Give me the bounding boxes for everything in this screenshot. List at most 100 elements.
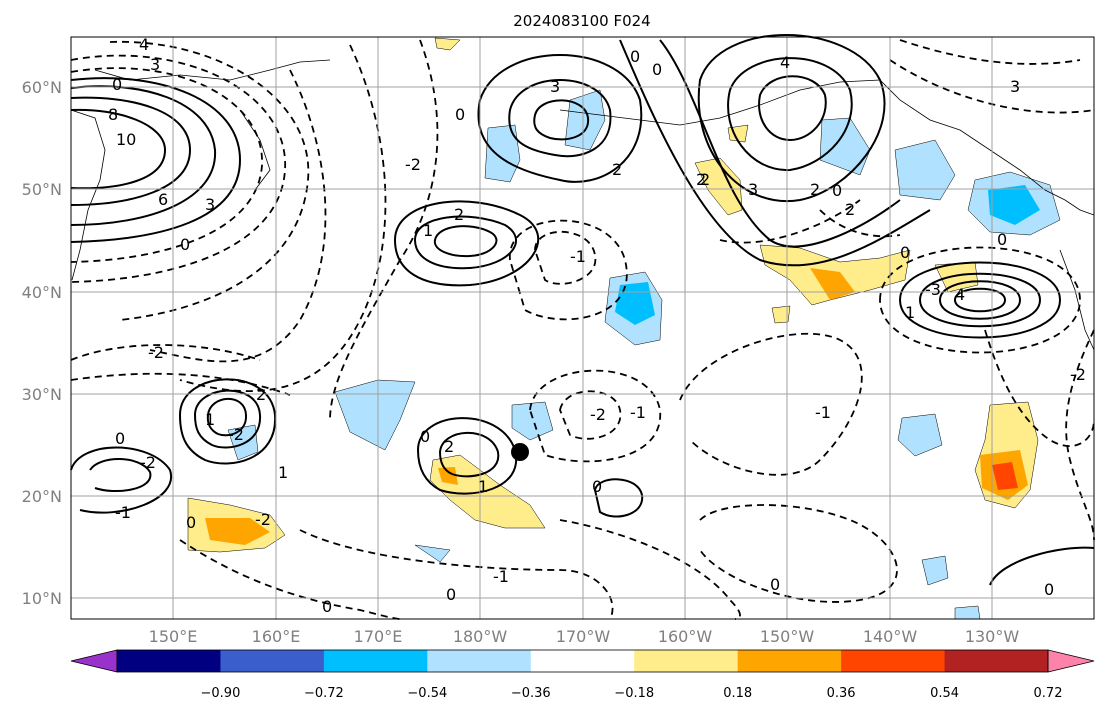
colorbar-tick-label: −0.72 xyxy=(304,686,344,701)
shaded-region xyxy=(819,117,871,176)
contour-line xyxy=(984,329,1095,447)
shaded-region xyxy=(954,605,981,620)
colorbar-tick-label: −0.18 xyxy=(614,686,654,701)
contour-label: 0 xyxy=(186,513,196,532)
shaded-region xyxy=(438,467,458,485)
contour-line xyxy=(179,44,387,392)
colorbar-cell xyxy=(323,650,428,672)
contour-line xyxy=(889,59,1095,114)
contour-label: -1 xyxy=(115,503,131,522)
contour-line xyxy=(206,397,248,437)
shaded-region xyxy=(564,89,606,151)
contour-label: 3 xyxy=(205,195,215,214)
contour-line xyxy=(533,99,590,141)
contour-line xyxy=(727,57,853,172)
shaded-region xyxy=(992,462,1018,490)
lon-label: 150°E xyxy=(149,627,198,646)
contour-label: 3 xyxy=(1010,77,1020,96)
graticule xyxy=(71,37,1094,619)
contour-line xyxy=(70,54,286,283)
contour-label: 0 xyxy=(592,477,602,496)
contour-label: -1 xyxy=(815,403,831,422)
contour-label: 1 xyxy=(278,463,288,482)
contour-line xyxy=(70,77,242,243)
lat-label: 30°N xyxy=(22,385,62,404)
contour-line xyxy=(193,389,262,449)
contour-line xyxy=(89,458,152,492)
colorbar-extend-max xyxy=(1047,649,1095,673)
contour-line xyxy=(899,39,1081,65)
contour-label: 1 xyxy=(478,477,488,496)
contour-label: 0 xyxy=(900,243,910,262)
contour-line xyxy=(1065,329,1095,541)
lat-label: 10°N xyxy=(22,589,62,608)
contour-label: 10 xyxy=(116,130,136,149)
contour-label: 4 xyxy=(139,35,149,54)
contour-line xyxy=(70,96,192,206)
shaded-region xyxy=(771,305,791,324)
contour-label: -1 xyxy=(493,567,509,586)
lat-label: 50°N xyxy=(22,180,62,199)
lon-label: 170°E xyxy=(354,627,403,646)
contour-label: 2 xyxy=(700,170,710,189)
contour-label: 2 xyxy=(256,385,266,404)
contour-line xyxy=(179,539,401,620)
contour-label: 0 xyxy=(446,585,456,604)
contour-line xyxy=(697,34,886,203)
shaded-region xyxy=(694,157,743,216)
contour-label: 0 xyxy=(180,235,190,254)
contour-label-layer: 4 3 0 8 10 6 3 0 -2 2 1 -1 2 0 -2 2 0 3 … xyxy=(108,35,1086,616)
latitude-axis: 60°N 50°N 40°N 30°N 20°N 10°N xyxy=(22,78,62,608)
colorbar-cell xyxy=(737,650,842,672)
shaded-region xyxy=(414,544,451,563)
shaded-anomaly-layer xyxy=(187,37,1061,620)
contour-line xyxy=(109,41,310,321)
contour-label: -2 xyxy=(148,343,164,362)
contour-label: 2 xyxy=(454,205,464,224)
contour-label: -1 xyxy=(570,247,586,266)
contour-line xyxy=(593,478,644,518)
contour-label: 6 xyxy=(158,190,168,209)
colorbar-tick-label: −0.54 xyxy=(407,686,447,701)
shaded-region xyxy=(434,37,461,51)
contour-label: 0 xyxy=(832,181,842,200)
contour-line xyxy=(529,369,661,463)
contour-label: 0 xyxy=(115,429,125,448)
contour-line xyxy=(659,39,901,248)
contour-label: 1 xyxy=(205,410,215,429)
colorbar-cell xyxy=(634,650,739,672)
colorbar-extend-min xyxy=(70,649,118,673)
contour-label: -2 xyxy=(405,155,421,174)
contour-line xyxy=(413,215,517,270)
contour-line xyxy=(619,39,931,267)
contour-line xyxy=(70,446,173,514)
lat-label: 20°N xyxy=(22,487,62,506)
contour-label: 2 xyxy=(810,180,820,199)
contour-line xyxy=(70,344,261,361)
contour-label: 0 xyxy=(770,575,780,594)
contour-label: 3 xyxy=(748,180,758,199)
contour-label: 1 xyxy=(905,303,915,322)
contour-line xyxy=(438,431,500,478)
contour-label: 2 xyxy=(444,437,454,456)
longitude-axis: 150°E 160°E 170°E 180°W 170°W 160°W 150°… xyxy=(149,627,1020,646)
contour-line xyxy=(178,378,277,465)
contour-line xyxy=(819,209,901,238)
shaded-region xyxy=(921,555,949,586)
shaded-region xyxy=(205,518,270,545)
storm-position-marker xyxy=(511,443,529,461)
contour-label: 1 xyxy=(423,221,433,240)
colorbar: −0.90 −0.72 −0.54 −0.36 −0.18 0.18 0.36 0.54 0.7… xyxy=(70,649,1095,701)
contour-line xyxy=(879,246,1081,354)
shaded-region xyxy=(988,185,1040,225)
contour-layer xyxy=(70,34,1095,620)
contour-label: -2 xyxy=(228,425,244,444)
contour-label: 0 xyxy=(997,230,1007,249)
shaded-region xyxy=(615,282,655,325)
contour-label: 0 xyxy=(455,105,465,124)
contour-line xyxy=(70,85,217,226)
shaded-region xyxy=(897,413,943,457)
shaded-region xyxy=(511,401,554,441)
contour-label: 4 xyxy=(780,53,790,72)
shaded-region xyxy=(894,139,956,201)
